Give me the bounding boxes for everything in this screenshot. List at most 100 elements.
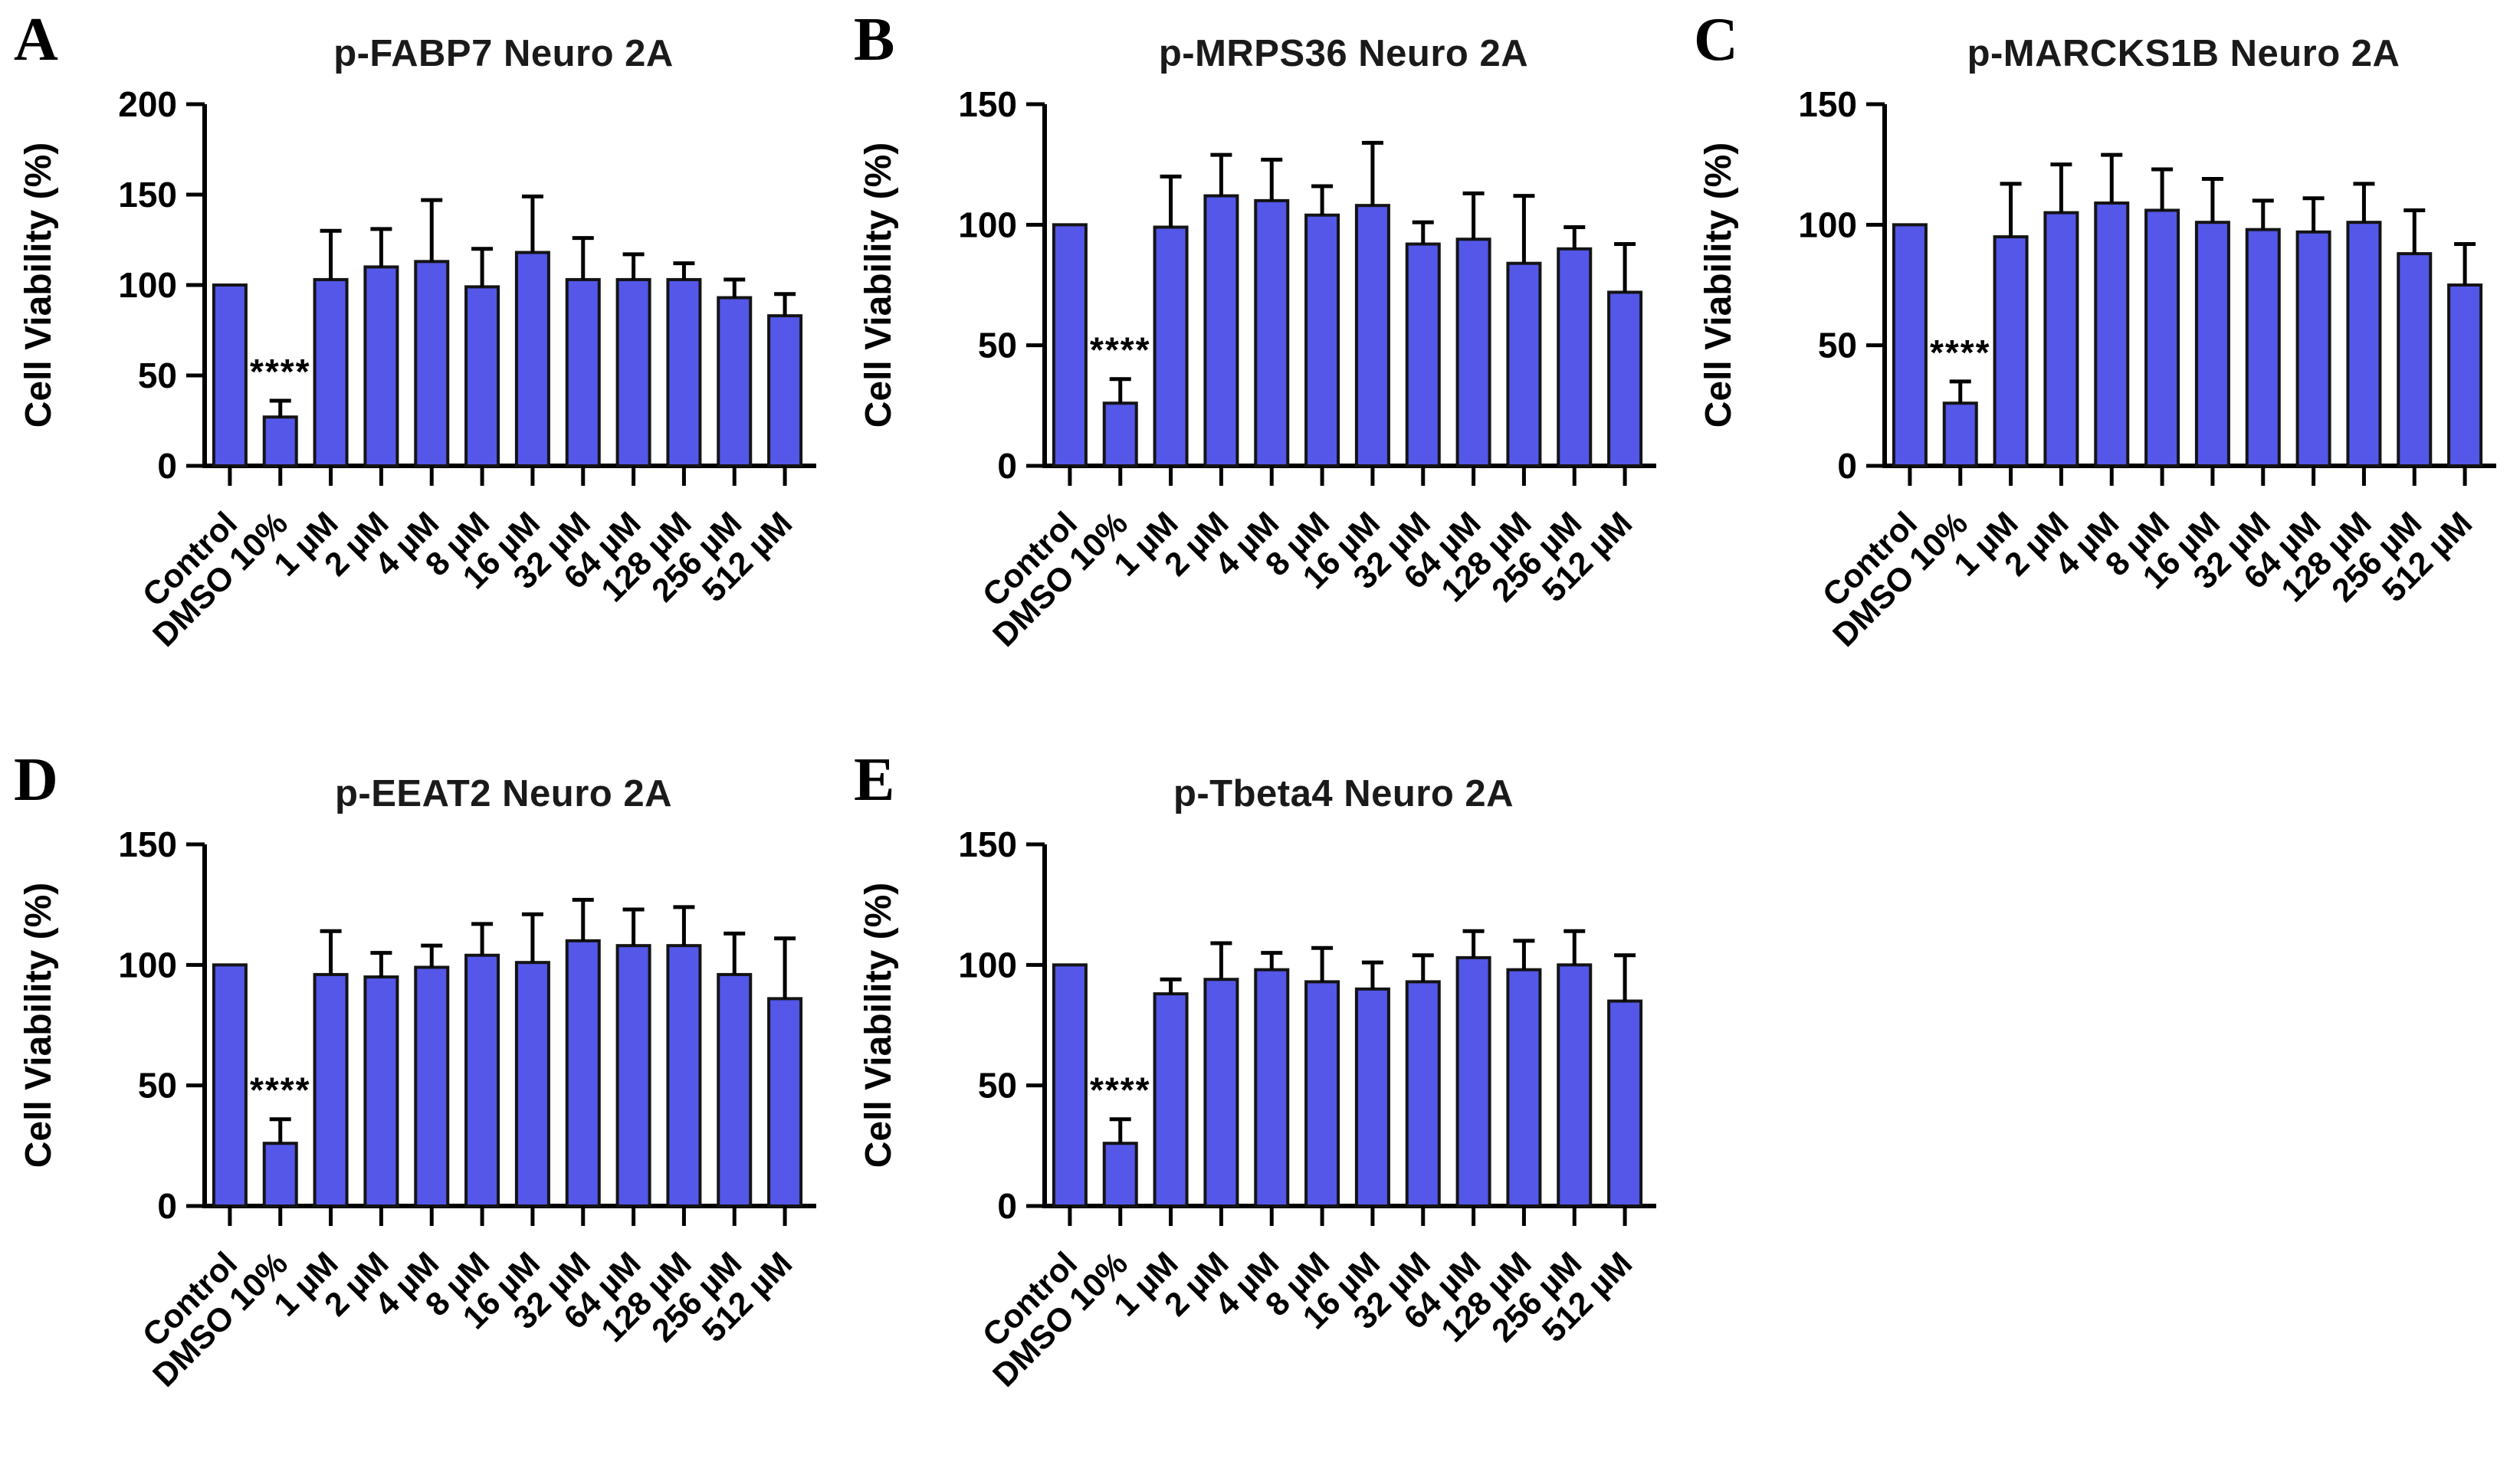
bar (717, 972, 753, 1208)
bar (2194, 221, 2230, 467)
y-tick-label: 0 (1837, 446, 1857, 486)
bar (1506, 968, 1542, 1208)
bar (2295, 230, 2331, 467)
bar (212, 283, 248, 467)
y-tick-label: 0 (157, 1186, 177, 1226)
significance-stars: **** (1090, 330, 1151, 370)
bar (514, 961, 550, 1208)
panel-c: C p-MARCKS1B Neuro 2A 0 50 100 150 Cell Viab… (1689, 9, 2513, 737)
y-tick-label: 150 (958, 824, 1017, 864)
y-tick-label: 0 (997, 446, 1017, 486)
bar (2144, 208, 2180, 467)
bar (1203, 194, 1239, 467)
bar (767, 314, 803, 467)
bar (2245, 228, 2281, 467)
bar (1942, 401, 1978, 468)
bar (1405, 242, 1441, 468)
bar (363, 975, 399, 1208)
bar (666, 277, 702, 468)
bar (2397, 252, 2433, 468)
bar (2447, 283, 2483, 467)
panel-letter-a: A (14, 6, 58, 74)
y-tick-label: 150 (118, 175, 177, 215)
bar (1052, 223, 1088, 467)
y-tick-label: 50 (978, 326, 1017, 365)
bar (615, 944, 651, 1208)
bar (1102, 1142, 1138, 1208)
chart-title-b: p-MRPS36 Neuro 2A (1158, 33, 1529, 74)
bar (767, 997, 803, 1208)
significance-stars: **** (1930, 333, 1991, 372)
bar (1506, 261, 1542, 467)
chart-title-a: p-FABP7 Neuro 2A (333, 33, 674, 74)
bar (565, 277, 601, 468)
bar (1354, 987, 1390, 1208)
bar (1607, 999, 1643, 1208)
bar (212, 963, 248, 1208)
bar (262, 1142, 298, 1208)
y-tick-label: 150 (958, 84, 1017, 124)
panel-letter-e: E (854, 746, 895, 814)
bar (1254, 968, 1290, 1208)
significance-stars: **** (250, 352, 311, 392)
bar (514, 251, 550, 468)
bar (1254, 198, 1290, 467)
bar (1892, 223, 1928, 467)
bar (717, 296, 753, 467)
panel-d: D p-EEAT2 Neuro 2A 0 50 100 150 Cell Viabili… (9, 749, 833, 1477)
y-tick-label: 0 (157, 446, 177, 486)
y-tick-label: 150 (118, 824, 177, 864)
bar (1304, 980, 1340, 1208)
bar (2043, 211, 2079, 467)
chart-title-d: p-EEAT2 Neuro 2A (335, 773, 672, 814)
panel-letter-d: D (14, 746, 58, 814)
y-tick-label: 100 (958, 205, 1017, 244)
bar (1304, 213, 1340, 467)
bar (464, 285, 500, 467)
bar (1405, 980, 1441, 1208)
bar (2094, 202, 2130, 467)
y-tick-label: 100 (118, 945, 177, 985)
bar (414, 260, 450, 467)
bar (414, 965, 450, 1208)
bar (313, 277, 349, 468)
y-tick-label: 50 (978, 1066, 1017, 1106)
bar (1993, 235, 2029, 467)
y-axis-title: Cell Viability (%) (1698, 143, 1739, 428)
panel-e: E p-Tbeta4 Neuro 2A 0 50 100 150 Cell Viabil… (849, 749, 1673, 1477)
bar (464, 953, 500, 1208)
chart-title-e: p-Tbeta4 Neuro 2A (1173, 773, 1514, 814)
bar (1354, 204, 1390, 467)
bar (1102, 401, 1138, 468)
y-tick-label: 100 (118, 265, 177, 305)
y-tick-label: 200 (118, 84, 177, 124)
bar (1607, 290, 1643, 467)
panel-letter-c: C (1694, 6, 1738, 74)
y-axis-title: Cell Viability (%) (18, 883, 59, 1168)
bar (1153, 225, 1189, 467)
y-tick-label: 100 (958, 945, 1017, 985)
panel-a: A p-FABP7 Neuro 2A 0 50 100 150 200 Cell Viab… (9, 9, 833, 737)
y-tick-label: 50 (1818, 326, 1857, 365)
bar (262, 415, 298, 467)
panel-letter-b: B (854, 6, 895, 74)
y-tick-label: 100 (1798, 205, 1857, 244)
y-tick-label: 50 (138, 1066, 177, 1106)
bar (615, 277, 651, 468)
bar (666, 944, 702, 1208)
y-axis-title: Cell Viability (%) (858, 143, 899, 428)
bar (1203, 978, 1239, 1208)
bar (1455, 955, 1491, 1208)
bar (1052, 963, 1088, 1208)
bar (565, 939, 601, 1208)
y-tick-label: 0 (997, 1186, 1017, 1226)
bar (1557, 963, 1593, 1208)
bar (363, 265, 399, 467)
chart-title-c: p-MARCKS1B Neuro 2A (1967, 33, 2400, 74)
significance-stars: **** (1090, 1070, 1151, 1110)
bar (1557, 247, 1593, 468)
panel-b: B p-MRPS36 Neuro 2A 0 50 100 150 Cell Viabil… (849, 9, 1673, 737)
